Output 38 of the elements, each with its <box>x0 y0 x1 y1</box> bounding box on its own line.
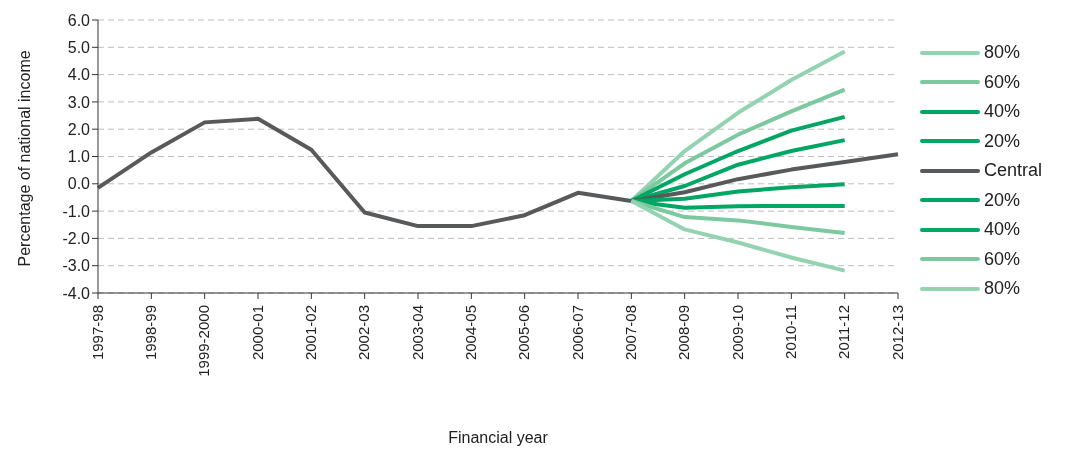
x-tick-label: 2007-08 <box>621 305 639 361</box>
x-tick-label: 2005-06 <box>515 305 533 361</box>
legend-label: 20% <box>984 130 1021 152</box>
y-tick-label: 4.0 <box>67 66 91 84</box>
y-tick-label: 6.0 <box>67 11 91 29</box>
y-tick-label: -3.0 <box>62 257 91 275</box>
y-tick-label: -1.0 <box>62 202 91 220</box>
x-tick-label: 1998-99 <box>141 305 159 361</box>
x-tick-label: 2012-13 <box>888 305 906 361</box>
y-tick-label: -4.0 <box>62 284 91 302</box>
legend-label: Central <box>984 160 1043 182</box>
legend-label: 40% <box>984 101 1021 123</box>
x-tick-label: 2004-05 <box>461 305 479 361</box>
legend-label: 40% <box>984 219 1021 241</box>
x-tick-label: 2008-09 <box>675 305 693 361</box>
legend-label: 60% <box>984 71 1021 93</box>
x-axis-title: Financial year <box>448 429 549 446</box>
y-tick-label: -2.0 <box>62 230 91 248</box>
legend-label: 20% <box>984 189 1021 211</box>
x-tick-label: 2006-07 <box>568 305 586 361</box>
y-tick-label: 5.0 <box>67 38 91 56</box>
x-tick-label: 1999-2000 <box>195 305 213 377</box>
legend-label: 80% <box>984 42 1021 64</box>
y-tick-label: 1.0 <box>67 148 91 166</box>
y-tick-label: 2.0 <box>67 120 91 138</box>
x-tick-label: 2003-04 <box>408 305 426 361</box>
legend-label: 60% <box>984 248 1021 270</box>
x-tick-label: 2000-01 <box>248 305 266 361</box>
y-tick-label: 0.0 <box>67 175 91 193</box>
y-tick-label: 3.0 <box>67 93 91 111</box>
legend-label: 80% <box>984 278 1021 300</box>
x-tick-label: 1997-98 <box>88 305 106 361</box>
x-tick-label: 2009-10 <box>728 305 746 361</box>
x-tick-label: 2011-12 <box>835 305 853 359</box>
x-tick-label: 2002-03 <box>355 305 373 361</box>
x-tick-label: 2010-11 <box>781 305 799 359</box>
x-tick-label: 2001-02 <box>301 305 319 361</box>
y-axis-title: Percentage of national income <box>15 50 33 267</box>
